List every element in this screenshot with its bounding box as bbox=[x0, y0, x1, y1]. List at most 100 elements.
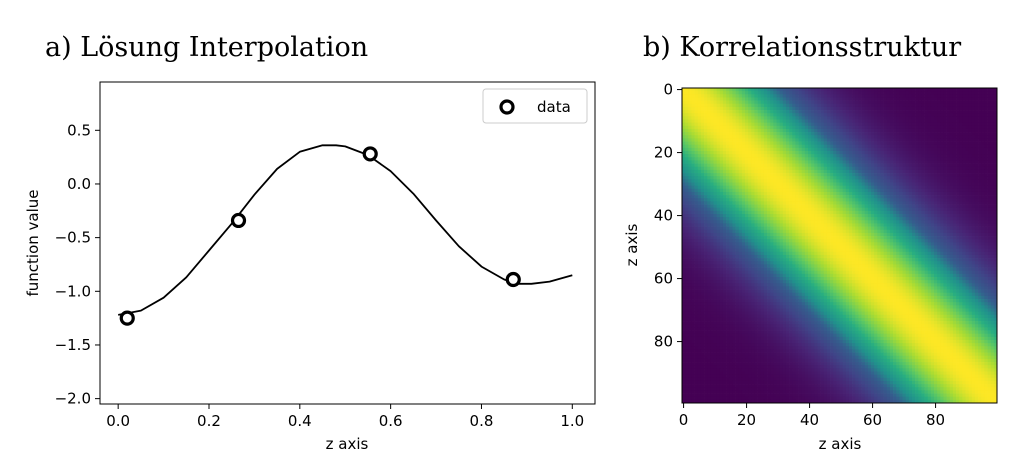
heatmap-cell bbox=[855, 128, 859, 133]
heatmap-cell bbox=[704, 119, 708, 123]
heatmap-cell bbox=[845, 182, 850, 186]
heatmap-cell bbox=[889, 176, 894, 180]
heatmap-cell bbox=[874, 198, 878, 202]
heatmap-cell bbox=[801, 173, 806, 177]
heatmap-cell bbox=[785, 229, 790, 234]
heatmap-cell bbox=[782, 220, 787, 224]
heatmap-cell bbox=[757, 236, 762, 240]
heatmap-cell bbox=[836, 169, 840, 174]
heatmap-cell bbox=[965, 141, 969, 146]
heatmap-cell bbox=[915, 154, 919, 158]
heatmap-cell bbox=[770, 191, 774, 196]
heatmap-cell bbox=[886, 182, 891, 186]
heatmap-cell bbox=[719, 144, 724, 149]
heatmap-cell bbox=[770, 88, 774, 92]
heatmap-cell bbox=[864, 116, 869, 120]
heatmap-cell bbox=[880, 125, 884, 130]
heatmap-cell bbox=[808, 195, 812, 199]
heatmap-cell bbox=[801, 116, 806, 120]
y-axis-label-a: function value bbox=[24, 189, 42, 296]
heatmap-cell bbox=[713, 94, 717, 98]
heatmap-cell bbox=[735, 229, 740, 234]
heatmap-cell bbox=[719, 201, 724, 205]
heatmap-cell bbox=[905, 229, 910, 234]
heatmap-cell bbox=[804, 103, 809, 108]
heatmap-cell bbox=[842, 232, 847, 237]
heatmap-cell bbox=[785, 242, 790, 246]
heatmap-cell bbox=[959, 141, 963, 146]
heatmap-cell bbox=[760, 201, 765, 205]
heatmap-cell bbox=[934, 217, 938, 221]
heatmap-cell bbox=[745, 160, 749, 164]
heatmap-cell bbox=[905, 173, 910, 177]
heatmap-cell bbox=[899, 188, 903, 193]
heatmap-cell bbox=[751, 169, 755, 174]
heatmap-cell bbox=[874, 144, 878, 149]
heatmap-cell bbox=[902, 169, 906, 174]
heatmap-cell bbox=[745, 128, 749, 133]
heatmap-cell bbox=[864, 217, 869, 221]
heatmap-cell bbox=[763, 166, 768, 171]
heatmap-cell bbox=[930, 223, 935, 227]
heatmap-cell bbox=[811, 176, 815, 180]
heatmap-cell bbox=[952, 232, 957, 237]
heatmap-cell bbox=[864, 166, 869, 171]
heatmap-cell bbox=[820, 154, 825, 158]
heatmap-cell bbox=[883, 128, 888, 133]
heatmap-cell bbox=[820, 100, 825, 105]
heatmap-cell bbox=[757, 229, 762, 234]
heatmap-cell bbox=[741, 173, 746, 177]
heatmap-cell bbox=[691, 119, 695, 123]
heatmap-cell bbox=[968, 94, 973, 98]
heatmap-cell bbox=[682, 100, 686, 105]
heatmap-cell bbox=[946, 94, 951, 98]
heatmap-cell bbox=[934, 103, 938, 108]
heatmap-cell bbox=[741, 132, 746, 136]
heatmap-cell bbox=[990, 236, 995, 240]
heatmap-cell bbox=[959, 91, 963, 95]
heatmap-cell bbox=[946, 160, 951, 164]
heatmap-cell bbox=[940, 173, 944, 177]
heatmap-cell bbox=[905, 201, 910, 205]
heatmap-cell bbox=[776, 125, 780, 130]
heatmap-cell bbox=[773, 242, 777, 246]
heatmap-cell bbox=[978, 195, 982, 199]
heatmap-cell bbox=[978, 110, 982, 114]
heatmap-cell bbox=[729, 119, 733, 123]
heatmap-cell bbox=[899, 210, 903, 215]
heatmap-cell bbox=[839, 223, 843, 227]
heatmap-cell bbox=[704, 201, 708, 205]
heatmap-cell bbox=[814, 163, 818, 168]
heatmap-cell bbox=[826, 122, 831, 127]
heatmap-cell bbox=[751, 242, 755, 246]
heatmap-cell bbox=[773, 151, 777, 155]
heatmap-cell bbox=[937, 195, 941, 199]
heatmap-cell bbox=[927, 154, 932, 158]
heatmap-cell bbox=[902, 106, 906, 111]
heatmap-cell bbox=[741, 217, 746, 221]
heatmap-cell bbox=[704, 195, 708, 199]
heatmap-cell bbox=[871, 110, 875, 114]
heatmap-cell bbox=[842, 217, 847, 221]
heatmap-cell bbox=[789, 185, 793, 190]
heatmap-cell bbox=[760, 169, 765, 174]
heatmap-cell bbox=[965, 236, 969, 240]
heatmap-cell bbox=[949, 119, 954, 123]
heatmap-cell bbox=[836, 144, 840, 149]
heatmap-cell bbox=[915, 223, 919, 227]
heatmap-cell bbox=[804, 147, 809, 152]
heatmap-cell bbox=[814, 217, 818, 221]
heatmap-cell bbox=[722, 182, 727, 186]
heatmap-cell bbox=[801, 229, 806, 234]
heatmap-cell bbox=[974, 204, 979, 209]
heatmap-cell bbox=[987, 226, 992, 231]
heatmap-cell bbox=[902, 201, 906, 205]
heatmap-cell bbox=[877, 191, 881, 196]
heatmap-cell bbox=[877, 132, 881, 136]
heatmap-cell bbox=[792, 128, 796, 133]
heatmap-cell bbox=[937, 198, 941, 202]
heatmap-cell bbox=[974, 106, 979, 111]
heatmap-cell bbox=[937, 207, 941, 212]
heatmap-cell bbox=[770, 147, 774, 152]
heatmap-cell bbox=[792, 207, 796, 212]
